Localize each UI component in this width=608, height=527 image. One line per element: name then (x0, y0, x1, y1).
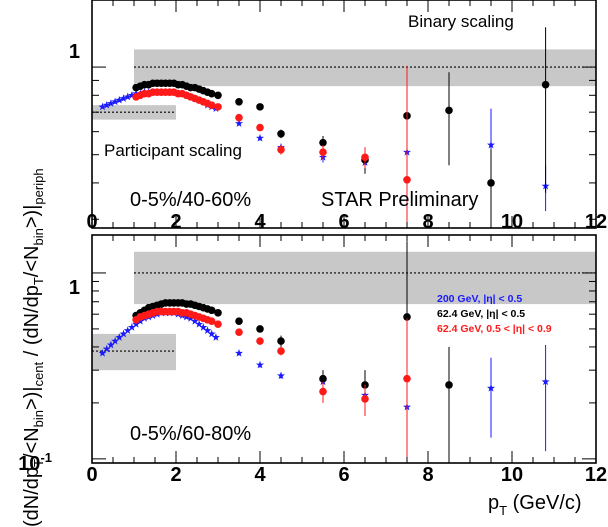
top-centrality-label: 0-5%/40-60% (130, 189, 251, 211)
s200-point (256, 360, 264, 369)
s62f-point (277, 347, 285, 355)
bottom-y-tick-1: 1 (69, 277, 80, 299)
s200-point (199, 323, 208, 331)
x-tick-label: 8 (422, 211, 433, 233)
s62-point (445, 381, 453, 389)
bottom-y-tick-min: 10-1 (18, 450, 52, 475)
x-tick-label: 6 (338, 464, 349, 486)
s200-point (541, 377, 550, 386)
s62-point (277, 129, 285, 138)
s200-point (102, 344, 111, 353)
s62-point (319, 138, 327, 147)
legend: 200 GeV, |η| < 0.5 62.4 GeV, |η| < 0.5 6… (437, 293, 552, 335)
s62f-point (256, 337, 264, 345)
s62f-point (214, 103, 222, 111)
x-tick-label: 4 (254, 211, 266, 233)
s62f-point (207, 101, 216, 109)
s200-point (106, 340, 115, 349)
star-preliminary-label: STAR Preliminary (321, 189, 478, 211)
s62f-point (207, 317, 216, 326)
s62-point (214, 309, 222, 317)
s200-point (235, 119, 243, 127)
x-tick-label: 2 (170, 211, 181, 233)
top-y-tick-1: 1 (69, 41, 80, 63)
s62-point (403, 313, 411, 321)
s200-point (127, 323, 136, 331)
s62-point (256, 325, 264, 333)
legend-entry-62gev: 62.4 GeV, |η| < 0.5 (437, 308, 525, 320)
s62-point (207, 306, 216, 315)
s200-point (123, 92, 132, 101)
binary-band (134, 49, 596, 87)
x-tick-label: 6 (338, 211, 349, 233)
s62-point (207, 89, 216, 98)
s62f-point (319, 387, 327, 396)
s200-point (190, 317, 199, 325)
s62f-point (214, 320, 222, 329)
s62-point (445, 106, 453, 115)
s200-point (102, 100, 111, 109)
top-panel: 0 2 4 6 8 10 12 1 Binary scaling Participant s… (69, 0, 607, 233)
s200-point (211, 333, 220, 341)
s62-point (235, 97, 243, 106)
s62f-point (361, 395, 369, 403)
s62-point (319, 374, 327, 383)
s200-point (98, 349, 107, 357)
s200-point (487, 140, 495, 149)
x-tick-label: 2 (170, 464, 181, 486)
x-tick-label: 0 (86, 211, 97, 233)
x-tick-label: 0 (86, 464, 97, 486)
x-tick-label: 10 (501, 211, 523, 233)
s62f-point (403, 374, 411, 383)
s200-point (277, 371, 285, 380)
s200-point (195, 320, 204, 328)
s200-point (111, 336, 120, 345)
s200-point (136, 317, 145, 325)
s62f-point (361, 153, 369, 162)
s200-point (487, 383, 495, 392)
s62-point (277, 337, 285, 345)
s200-point (115, 333, 124, 341)
s62-point (235, 317, 243, 326)
s62f-point (235, 328, 243, 337)
y-axis-label: (dN/dpT/<Nbin>)|cent / (dN/dpT/<Nbin>)|p… (21, 168, 46, 527)
s200-point (203, 326, 212, 334)
x-tick-label: 12 (585, 211, 607, 233)
participant-scaling-label: Participant scaling (104, 141, 242, 160)
s62f-point (235, 113, 243, 122)
x-tick-label: 10 (501, 464, 523, 486)
s200-point (119, 329, 128, 338)
s62f-point (256, 123, 264, 132)
legend-entry-62gev-fwd: 62.4 GeV, 0.5 < |η| < 0.9 (437, 323, 552, 335)
s62f-point (277, 145, 285, 154)
s62-point (256, 103, 264, 111)
bottom-centrality-label: 0-5%/60-80% (130, 423, 251, 445)
s62f-point (319, 148, 327, 156)
s62-point (487, 179, 495, 187)
s200-point (111, 97, 120, 106)
s200-point (127, 91, 136, 99)
s200-point (106, 99, 115, 107)
s62-point (541, 80, 550, 89)
s200-point (119, 94, 128, 102)
x-axis-label: pT (GeV/c) (488, 492, 582, 518)
x-tick-label: 4 (254, 464, 266, 486)
x-tick-label: 12 (585, 464, 607, 486)
s200-point (115, 95, 124, 104)
s200-point (235, 349, 243, 357)
s200-point (207, 329, 216, 338)
x-tick-label: 8 (422, 464, 433, 486)
s62-point (214, 91, 222, 100)
s200-point (98, 102, 107, 111)
bottom-panel: 0 2 4 6 8 10 12 1 10-1 0-5%/60-80% 200 GeV, |η… (18, 234, 607, 486)
s200-point (123, 326, 132, 334)
binary-scaling-label: Binary scaling (408, 12, 514, 31)
binary-band (134, 251, 596, 305)
legend-entry-200gev: 200 GeV, |η| < 0.5 (437, 293, 522, 305)
s200-point (256, 133, 264, 142)
s62f-point (403, 175, 411, 184)
s200-point (132, 320, 141, 328)
